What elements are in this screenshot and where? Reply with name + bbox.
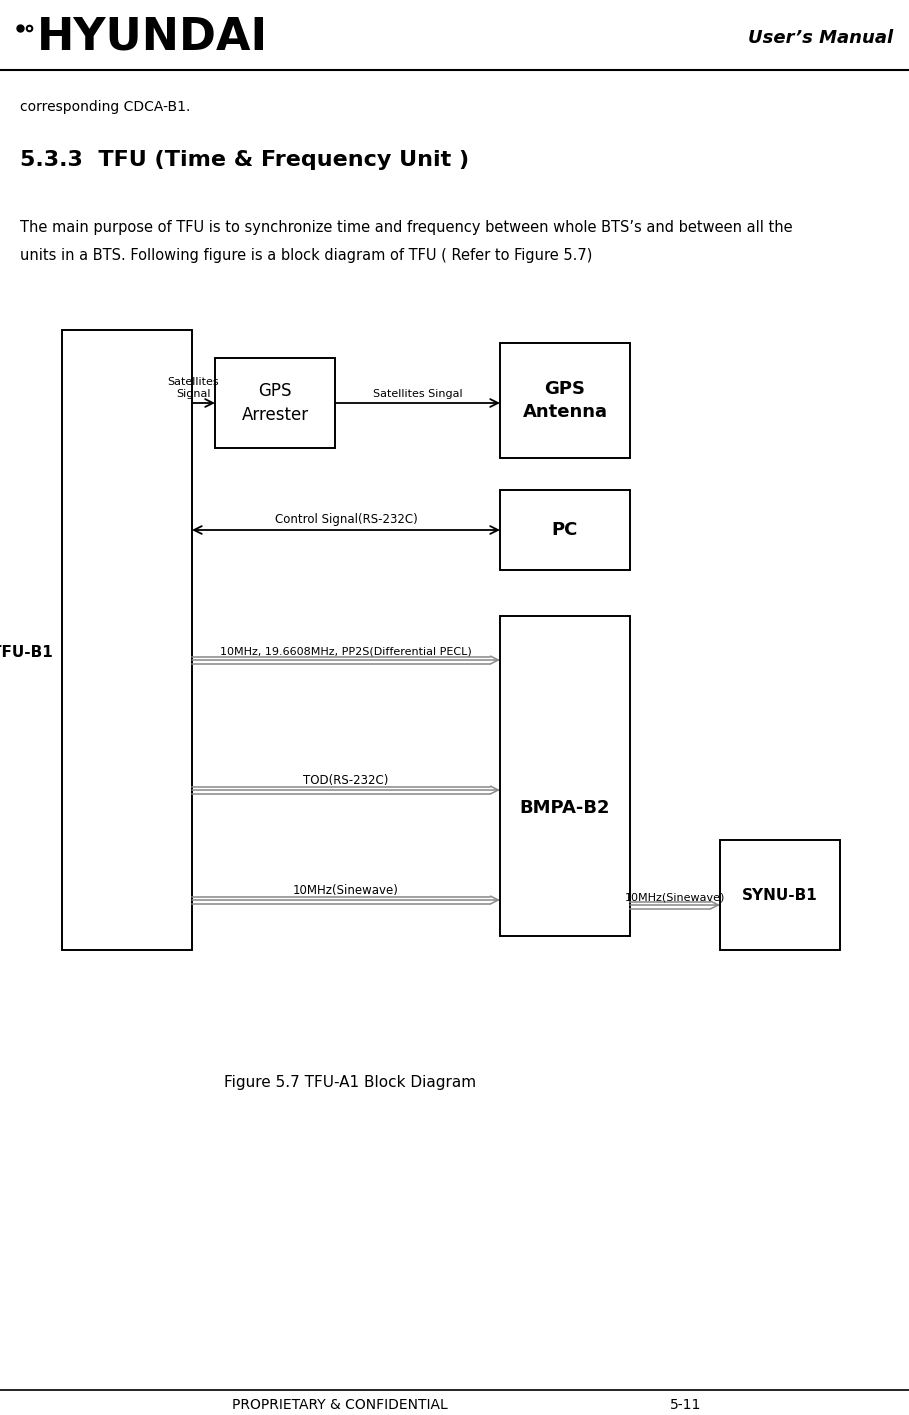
Text: TOD(RS-232C): TOD(RS-232C) — [304, 774, 389, 787]
Text: SYNU-B1: SYNU-B1 — [742, 887, 818, 903]
Text: The main purpose of TFU is to synchronize time and frequency between whole BTS’s: The main purpose of TFU is to synchroniz… — [20, 219, 793, 235]
Text: 10MHz, 19.6608MHz, PP2S(Differential PECL): 10MHz, 19.6608MHz, PP2S(Differential PEC… — [220, 647, 472, 657]
Text: STFU-B1: STFU-B1 — [0, 645, 54, 659]
Text: HYUNDAI: HYUNDAI — [37, 16, 268, 58]
Bar — [500, 490, 630, 570]
Text: GPS
Antenna: GPS Antenna — [523, 379, 607, 422]
Text: 10MHz(Sinewave): 10MHz(Sinewave) — [293, 884, 399, 897]
Text: BMPA-B2: BMPA-B2 — [520, 799, 610, 816]
Text: User’s Manual: User’s Manual — [748, 28, 893, 47]
Bar — [500, 342, 630, 458]
Text: Control Signal(RS-232C): Control Signal(RS-232C) — [275, 514, 417, 526]
Bar — [62, 330, 192, 949]
Bar — [500, 616, 630, 935]
Text: units in a BTS. Following figure is a block diagram of TFU ( Refer to Figure 5.7: units in a BTS. Following figure is a bl… — [20, 248, 593, 263]
Text: Satellites Singal: Satellites Singal — [373, 389, 463, 399]
Text: GPS
Arrester: GPS Arrester — [242, 382, 308, 424]
Text: PROPRIETARY & CONFIDENTIAL: PROPRIETARY & CONFIDENTIAL — [232, 1398, 448, 1412]
Text: Figure 5.7 TFU-A1 Block Diagram: Figure 5.7 TFU-A1 Block Diagram — [224, 1075, 476, 1090]
Text: corresponding CDCA-B1.: corresponding CDCA-B1. — [20, 100, 190, 115]
Bar — [720, 841, 840, 949]
Text: Satellites
Signal: Satellites Signal — [167, 378, 219, 399]
Text: 5.3.3  TFU (Time & Frequency Unit ): 5.3.3 TFU (Time & Frequency Unit ) — [20, 150, 469, 170]
Text: 10MHz(Sinewave): 10MHz(Sinewave) — [624, 891, 725, 901]
Text: PC: PC — [552, 521, 578, 539]
Text: 5-11: 5-11 — [670, 1398, 702, 1412]
Bar — [215, 358, 335, 449]
